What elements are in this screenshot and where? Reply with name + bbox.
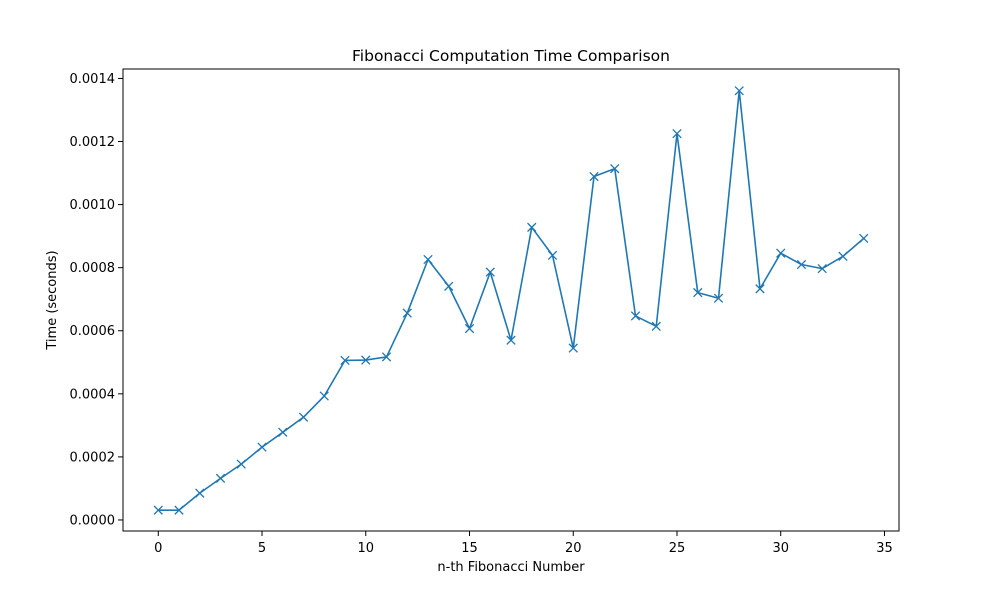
marker-stroke bbox=[796, 259, 807, 270]
marker-stroke bbox=[361, 355, 371, 365]
y-tick-label: 0.0014 bbox=[70, 72, 116, 87]
data-point-marker bbox=[423, 254, 433, 265]
axes-frame bbox=[122, 68, 900, 532]
y-tick-label: 0.0000 bbox=[70, 513, 116, 528]
marker-stroke bbox=[506, 335, 516, 345]
data-point-marker bbox=[838, 251, 848, 261]
marker-stroke bbox=[859, 233, 869, 244]
y-tick-label: 0.0004 bbox=[70, 387, 116, 402]
data-point-marker bbox=[859, 233, 869, 244]
data-point-marker bbox=[298, 412, 309, 422]
data-point-marker bbox=[195, 488, 205, 498]
data-point-marker bbox=[444, 281, 454, 291]
data-point-marker bbox=[547, 250, 558, 261]
x-tick-label: 0 bbox=[154, 541, 162, 556]
data-point-marker bbox=[402, 308, 412, 318]
data-point-marker bbox=[589, 171, 599, 182]
y-tick-label: 0.0008 bbox=[70, 261, 116, 276]
x-axis-label: n-th Fibonacci Number bbox=[437, 560, 585, 575]
data-point-marker bbox=[693, 287, 703, 298]
marker-stroke bbox=[257, 442, 267, 452]
marker-stroke bbox=[693, 287, 703, 298]
marker-stroke bbox=[153, 505, 163, 515]
data-point-marker bbox=[215, 473, 226, 483]
marker-stroke bbox=[298, 412, 309, 422]
marker-stroke bbox=[195, 488, 205, 498]
x-tick-label: 5 bbox=[258, 541, 266, 556]
marker-stroke bbox=[547, 250, 558, 261]
x-tick-label: 35 bbox=[876, 541, 893, 556]
x-tick-label: 15 bbox=[461, 541, 478, 556]
marker-stroke bbox=[215, 473, 226, 483]
marker-stroke bbox=[527, 222, 537, 232]
data-point-marker bbox=[527, 222, 537, 232]
data-point-marker bbox=[734, 86, 744, 96]
marker-stroke bbox=[734, 86, 744, 96]
marker-stroke bbox=[340, 355, 350, 366]
data-point-marker bbox=[464, 323, 475, 334]
marker-stroke bbox=[464, 323, 475, 334]
marker-stroke bbox=[776, 248, 786, 258]
data-point-marker bbox=[713, 293, 724, 303]
plot-area: 0 5 10 15 20 25 30 35 0.0000 0.0002 0.0004 0.0006 0.… bbox=[70, 68, 900, 556]
marker-stroke bbox=[713, 293, 724, 303]
marker-stroke bbox=[444, 281, 454, 291]
marker-stroke bbox=[630, 311, 641, 321]
data-point-marker bbox=[174, 505, 184, 515]
data-point-marker bbox=[630, 311, 641, 321]
marker-stroke bbox=[568, 343, 578, 353]
data-point-marker bbox=[153, 505, 163, 515]
marker-stroke bbox=[319, 391, 329, 401]
chart-title: Fibonacci Computation Time Comparison bbox=[352, 47, 670, 65]
marker-stroke bbox=[381, 352, 392, 362]
data-point-marker bbox=[755, 284, 765, 294]
marker-stroke bbox=[610, 163, 620, 174]
data-point-marker bbox=[485, 267, 495, 277]
x-tick-label: 25 bbox=[669, 541, 686, 556]
y-tick-label: 0.0006 bbox=[70, 324, 116, 339]
data-point-marker bbox=[340, 355, 350, 366]
marker-stroke bbox=[174, 505, 184, 515]
data-point-marker bbox=[506, 335, 516, 345]
marker-stroke bbox=[278, 427, 288, 437]
data-point-marker bbox=[651, 321, 661, 331]
data-point-marker bbox=[610, 163, 620, 174]
marker-stroke bbox=[651, 321, 661, 331]
data-point-marker bbox=[361, 355, 371, 365]
x-tick-label: 20 bbox=[565, 541, 582, 556]
y-tick-label: 0.0002 bbox=[70, 450, 116, 465]
data-point-marker bbox=[776, 248, 786, 258]
marker-stroke bbox=[589, 171, 599, 182]
marker-stroke bbox=[423, 254, 433, 265]
data-point-marker bbox=[278, 427, 288, 437]
data-point-marker bbox=[672, 128, 682, 139]
data-point-marker bbox=[796, 259, 807, 270]
x-tick-label: 10 bbox=[357, 541, 374, 556]
data-point-marker bbox=[568, 343, 578, 353]
marker-stroke bbox=[838, 251, 848, 261]
y-axis-label: Time (seconds) bbox=[45, 250, 60, 350]
marker-stroke bbox=[402, 308, 412, 318]
marker-stroke bbox=[817, 263, 827, 274]
y-tick-label: 0.0010 bbox=[70, 198, 116, 213]
data-point-marker bbox=[381, 352, 392, 362]
data-point-marker bbox=[236, 459, 246, 469]
data-point-marker bbox=[817, 263, 827, 274]
marker-stroke bbox=[672, 128, 682, 139]
y-tick-label: 0.0012 bbox=[70, 135, 116, 150]
marker-stroke bbox=[236, 459, 246, 469]
marker-stroke bbox=[755, 284, 765, 294]
marker-stroke bbox=[485, 267, 495, 277]
x-tick-label: 30 bbox=[772, 541, 789, 556]
data-point-marker bbox=[257, 442, 267, 452]
data-point-marker bbox=[319, 391, 329, 401]
